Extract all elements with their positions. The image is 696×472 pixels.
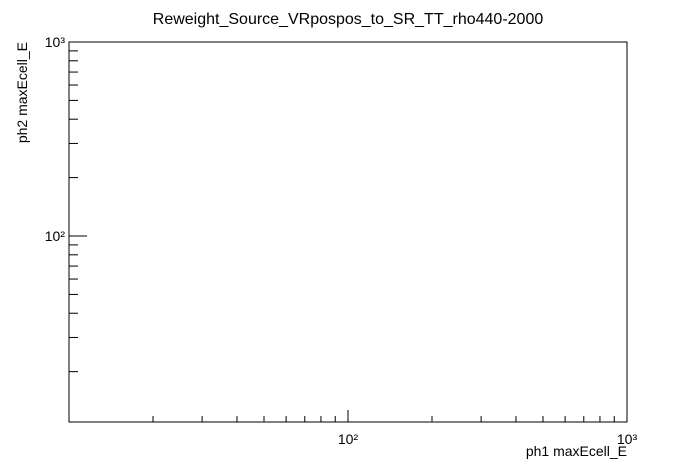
x-tick-label: 10²	[338, 431, 359, 447]
y-tick-label: 10²	[45, 228, 66, 244]
chart-title: Reweight_Source_VRpospos_to_SR_TT_rho440…	[153, 11, 544, 28]
y-tick-label: 10³	[45, 34, 66, 50]
x-tick-label: 10³	[617, 431, 638, 447]
x-axis-label: ph1 maxEcell_E	[526, 443, 627, 459]
y-axis-label: ph2 maxEcell_E	[14, 42, 30, 143]
plot-frame	[68, 41, 628, 423]
